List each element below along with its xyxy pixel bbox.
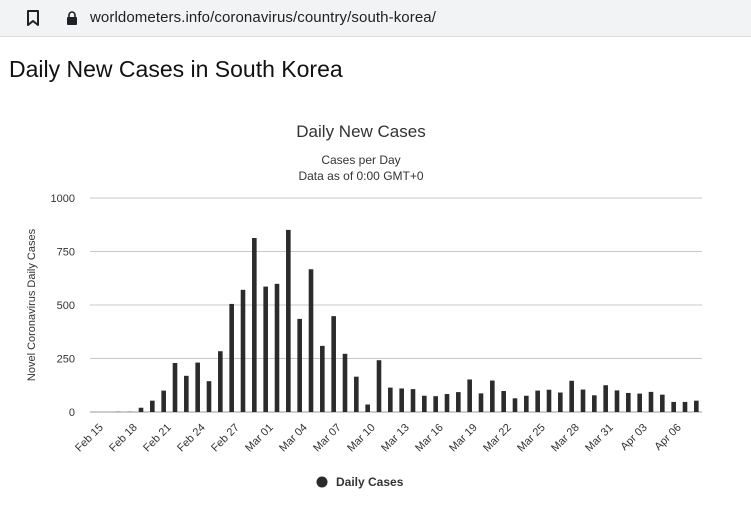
bar[interactable] bbox=[354, 376, 359, 412]
x-tick-label: Mar 25 bbox=[515, 422, 548, 455]
x-tick-label: Mar 04 bbox=[277, 422, 310, 455]
bar[interactable] bbox=[252, 238, 257, 412]
x-tick-label: Mar 22 bbox=[481, 422, 514, 455]
bar[interactable] bbox=[558, 392, 563, 412]
bar[interactable] bbox=[388, 387, 393, 412]
bar[interactable] bbox=[535, 390, 540, 412]
x-tick-label: Apr 06 bbox=[652, 422, 683, 453]
x-tick-label: Apr 03 bbox=[618, 422, 649, 453]
x-tick-label: Mar 31 bbox=[583, 422, 616, 455]
bar[interactable] bbox=[660, 394, 665, 412]
bar[interactable] bbox=[161, 390, 166, 412]
legend[interactable]: Daily Cases bbox=[316, 475, 404, 489]
bar[interactable] bbox=[206, 381, 212, 412]
bar[interactable] bbox=[444, 394, 450, 412]
bar[interactable] bbox=[671, 401, 676, 412]
legend-label[interactable]: Daily Cases bbox=[336, 475, 404, 489]
bar[interactable] bbox=[331, 316, 336, 412]
bar[interactable] bbox=[501, 391, 506, 412]
bar[interactable] bbox=[195, 362, 200, 412]
bookmark-icon[interactable] bbox=[26, 10, 40, 26]
bar[interactable] bbox=[320, 345, 325, 412]
x-tick-label: Feb 21 bbox=[141, 422, 174, 455]
bar[interactable] bbox=[603, 385, 608, 412]
y-tick-label: 750 bbox=[57, 247, 75, 259]
bar[interactable] bbox=[456, 392, 461, 412]
bar[interactable] bbox=[263, 286, 268, 412]
chart-subtitle-line-2: Data as of 0:00 GMT+0 bbox=[298, 169, 423, 183]
x-tick-label: Mar 01 bbox=[243, 422, 276, 455]
y-tick-label: 1000 bbox=[51, 193, 75, 205]
bar[interactable] bbox=[569, 380, 574, 412]
bar[interactable] bbox=[637, 393, 642, 412]
bar[interactable] bbox=[524, 395, 529, 412]
x-tick-label: Feb 15 bbox=[73, 422, 106, 455]
bar[interactable] bbox=[342, 353, 348, 412]
y-tick-label: 250 bbox=[57, 354, 75, 366]
x-tick-label: Mar 07 bbox=[311, 422, 344, 455]
bar[interactable] bbox=[433, 396, 438, 412]
y-tick-label: 500 bbox=[57, 300, 75, 312]
x-tick-label: Mar 19 bbox=[447, 422, 480, 455]
x-tick-label: Mar 13 bbox=[379, 422, 412, 455]
x-tick-label: Mar 16 bbox=[413, 422, 446, 455]
bar[interactable] bbox=[274, 283, 280, 412]
bar[interactable] bbox=[410, 389, 416, 412]
bar[interactable] bbox=[150, 400, 155, 412]
bar[interactable] bbox=[218, 351, 223, 412]
bar[interactable] bbox=[626, 392, 631, 412]
bar[interactable] bbox=[240, 289, 246, 412]
legend-marker bbox=[316, 476, 328, 488]
x-tick-label: Mar 10 bbox=[345, 422, 378, 455]
bar[interactable] bbox=[592, 395, 597, 412]
bar[interactable] bbox=[512, 398, 518, 412]
page-title: Daily New Cases in South Korea bbox=[9, 56, 343, 82]
bar[interactable] bbox=[694, 400, 699, 412]
bar[interactable] bbox=[614, 390, 620, 412]
bar[interactable] bbox=[467, 379, 472, 412]
url-text[interactable]: worldometers.info/coronavirus/country/so… bbox=[90, 9, 436, 26]
chart-subtitle-line-1: Cases per Day bbox=[321, 153, 400, 167]
bar[interactable] bbox=[138, 407, 144, 412]
bar[interactable] bbox=[682, 401, 688, 412]
bar[interactable] bbox=[286, 229, 291, 412]
bar[interactable] bbox=[229, 303, 234, 412]
bar[interactable] bbox=[376, 360, 382, 412]
x-tick-label: Mar 28 bbox=[549, 422, 582, 455]
bar[interactable] bbox=[478, 393, 484, 412]
bar[interactable] bbox=[490, 380, 495, 412]
browser-address-bar[interactable]: worldometers.info/coronavirus/country/so… bbox=[0, 0, 751, 37]
y-tick-label: 0 bbox=[69, 407, 75, 419]
bar[interactable] bbox=[546, 389, 552, 412]
lock-icon bbox=[67, 11, 77, 25]
chart-title: Daily New Cases bbox=[296, 122, 425, 141]
y-axis-title: Novel Coronavirus Daily Cases bbox=[26, 228, 38, 381]
bar[interactable] bbox=[365, 404, 370, 412]
bar[interactable] bbox=[399, 388, 404, 412]
x-tick-label: Feb 24 bbox=[175, 422, 208, 455]
x-tick-label: Feb 18 bbox=[107, 422, 140, 455]
bar[interactable] bbox=[297, 318, 302, 412]
x-tick-label: Feb 27 bbox=[209, 422, 242, 455]
bar[interactable] bbox=[308, 269, 314, 412]
bar[interactable] bbox=[648, 391, 654, 412]
bar[interactable] bbox=[580, 389, 586, 412]
bar[interactable] bbox=[422, 395, 427, 412]
bar[interactable] bbox=[172, 362, 178, 412]
bar[interactable] bbox=[184, 375, 189, 412]
